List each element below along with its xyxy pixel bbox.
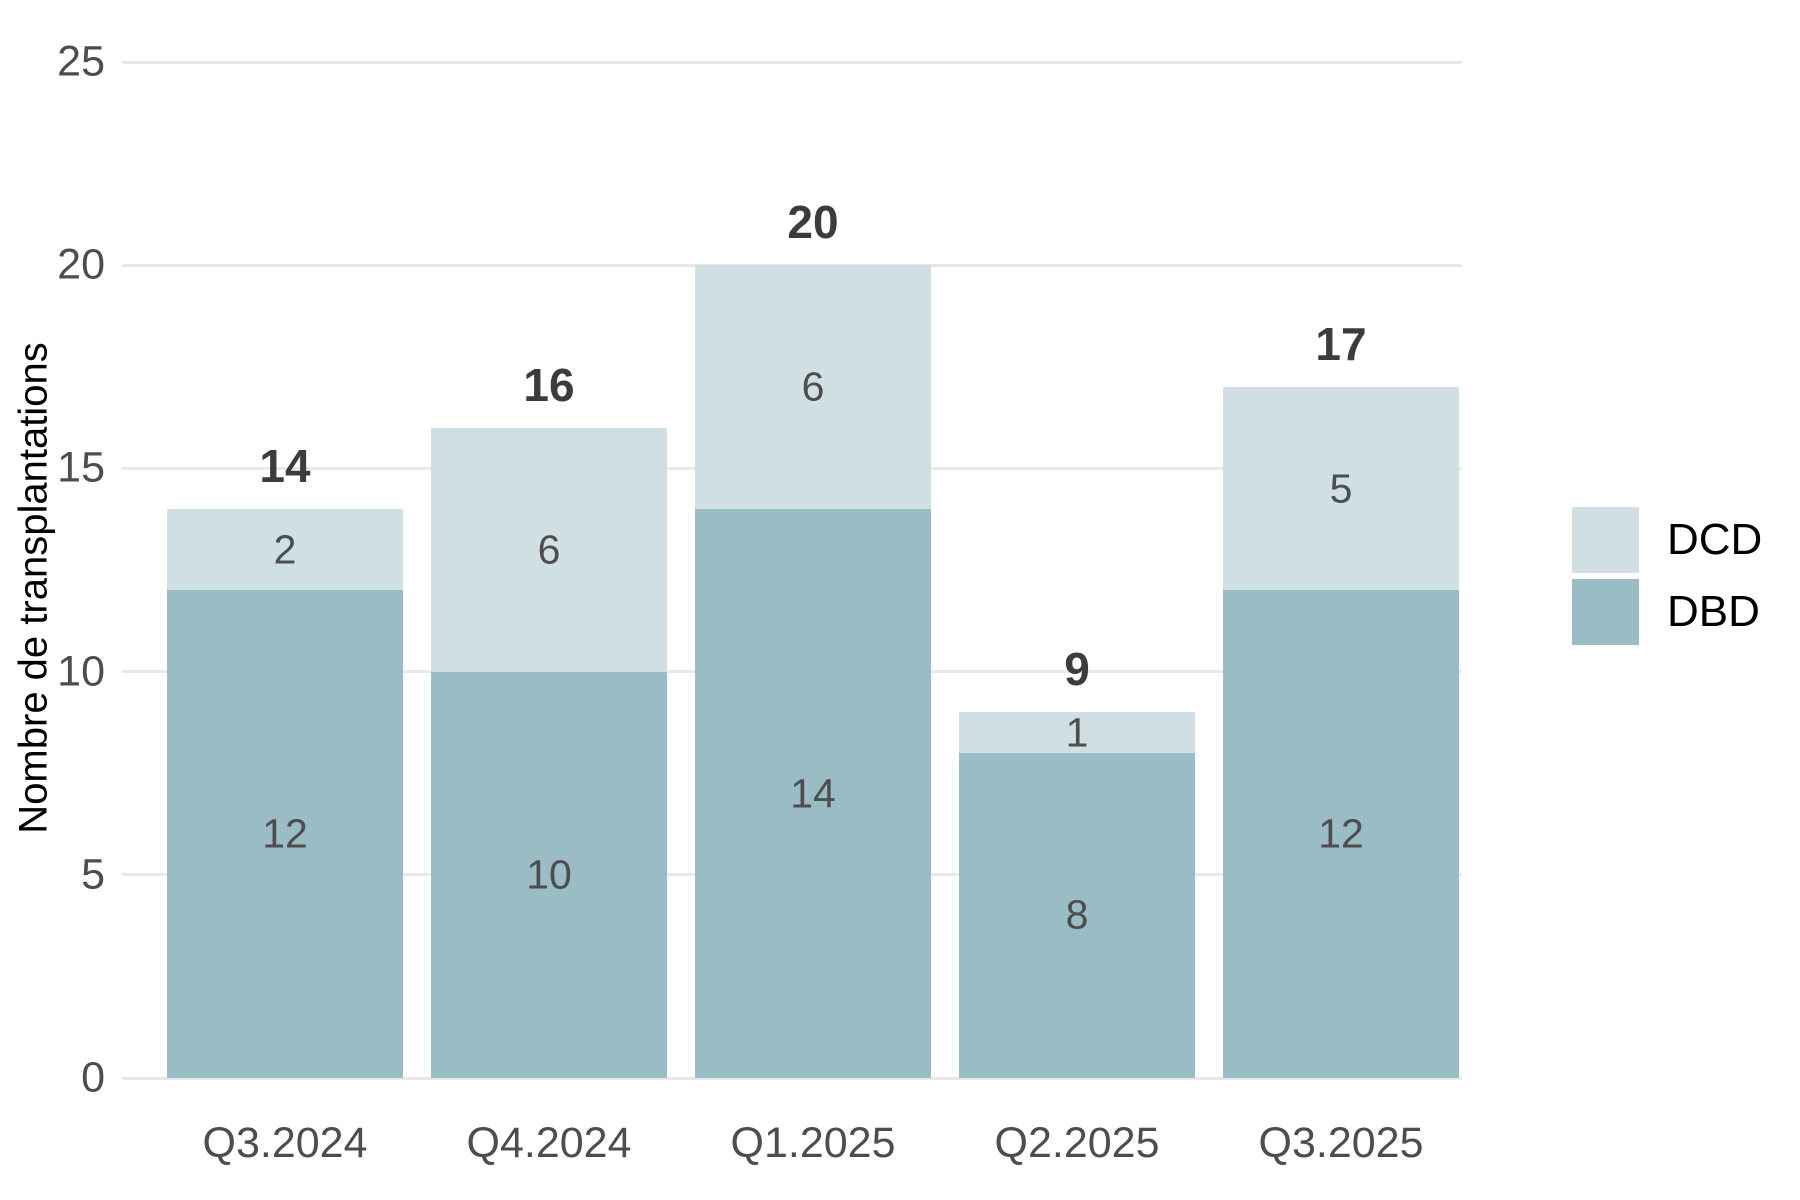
legend-swatch-dbd-icon bbox=[1572, 579, 1639, 645]
plot-area: 12 2 14 10 6 16 14 6 20 8 1 9 12 5 17 bbox=[122, 60, 1462, 1080]
y-tick-label: 20 bbox=[57, 240, 105, 289]
bar-segment-dbd bbox=[695, 509, 931, 1078]
legend-item-dcd: DCD bbox=[1572, 507, 1762, 573]
y-tick-label: 15 bbox=[57, 443, 105, 492]
segment-value-label: 1 bbox=[1065, 709, 1089, 756]
segment-value-label: 5 bbox=[1329, 465, 1353, 512]
bar-segment-dbd bbox=[959, 752, 1195, 1078]
bar-segment-dcd bbox=[1223, 387, 1459, 591]
legend-swatch-dcd-icon bbox=[1572, 507, 1639, 573]
bar-segment-dbd bbox=[1223, 590, 1459, 1078]
bar-segment-dcd bbox=[959, 712, 1195, 753]
bar-segment-dbd bbox=[167, 590, 403, 1078]
segment-value-label: 8 bbox=[1065, 891, 1089, 938]
gridline bbox=[122, 60, 1462, 64]
y-tick-label: 5 bbox=[81, 850, 105, 899]
legend-label-dcd: DCD bbox=[1667, 515, 1763, 564]
segment-value-label: 6 bbox=[801, 363, 825, 410]
bar-segment-dcd bbox=[167, 509, 403, 591]
bar-total-label: 20 bbox=[787, 196, 839, 249]
bar-segment-dcd bbox=[431, 427, 667, 672]
y-tick-label: 25 bbox=[57, 37, 105, 86]
bar-total-label: 16 bbox=[523, 358, 575, 411]
y-axis-tick-labels: 0 5 10 15 20 25 bbox=[0, 40, 105, 1099]
y-tick-label: 10 bbox=[57, 647, 105, 696]
gridline bbox=[122, 263, 1462, 267]
segment-value-label: 12 bbox=[1318, 810, 1364, 857]
bar-segment-dcd bbox=[695, 265, 931, 510]
bar-segment-dbd bbox=[431, 671, 667, 1078]
segment-value-label: 6 bbox=[537, 526, 561, 573]
y-tick-label: 0 bbox=[81, 1053, 105, 1102]
x-tick-label: Q3.2025 bbox=[1258, 1119, 1424, 1167]
segment-value-label: 14 bbox=[790, 770, 836, 817]
legend: DCD DBD bbox=[1572, 507, 1762, 651]
bar-total-label: 17 bbox=[1315, 318, 1367, 371]
legend-label-dbd: DBD bbox=[1667, 587, 1760, 636]
segment-value-label: 2 bbox=[273, 526, 297, 573]
x-tick-label: Q3.2024 bbox=[202, 1119, 368, 1167]
x-tick-label: Q2.2025 bbox=[994, 1119, 1160, 1167]
gridline bbox=[122, 1076, 1462, 1080]
x-axis-tick-labels: Q3.2024 Q4.2024 Q1.2025 Q2.2025 Q3.2025 bbox=[122, 1108, 1462, 1178]
x-tick-label: Q1.2025 bbox=[730, 1119, 896, 1167]
segment-value-label: 12 bbox=[262, 810, 308, 857]
bar-total-label: 9 bbox=[1064, 643, 1090, 696]
legend-item-dbd: DBD bbox=[1572, 579, 1762, 645]
x-tick-label: Q4.2024 bbox=[466, 1119, 632, 1167]
segment-value-label: 10 bbox=[526, 851, 572, 898]
bar-total-label: 14 bbox=[259, 440, 311, 493]
